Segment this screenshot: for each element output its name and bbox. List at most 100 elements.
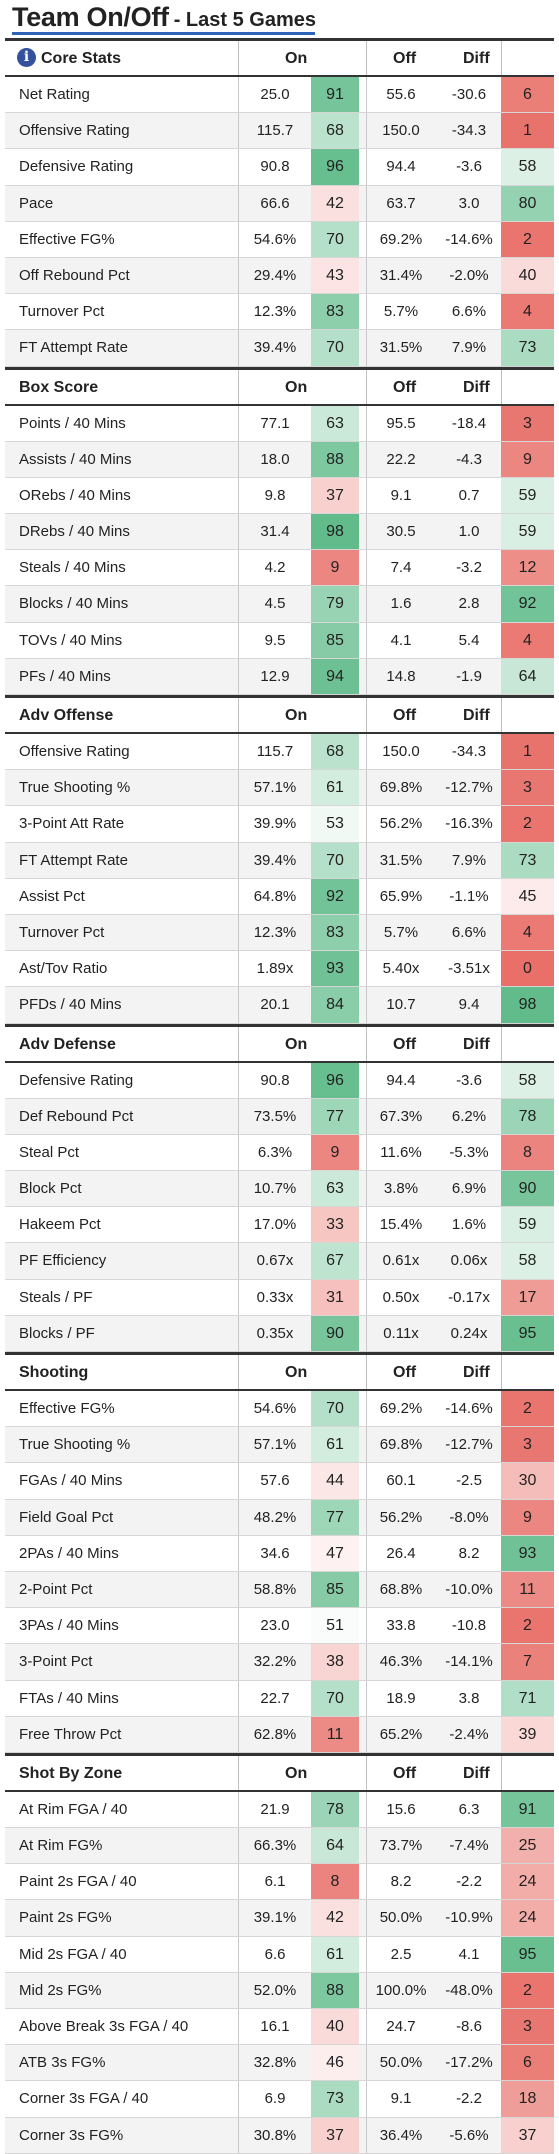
on-value: 57.1% <box>253 779 297 797</box>
off-value: 100.0% <box>375 1981 427 1999</box>
column-divider <box>366 1355 367 1389</box>
diff-value: -8.6 <box>456 2018 482 2035</box>
diff-percentile: 80 <box>501 185 554 221</box>
diff-percentile: 58 <box>501 1062 554 1098</box>
table-row: Steals / PF 0.33x 31 0.50x -0.17x 17 <box>5 1279 554 1316</box>
diff-value: -5.3% <box>449 1143 489 1161</box>
diff-percentile: 73 <box>501 330 554 366</box>
on-value: 90.8 <box>260 158 290 176</box>
column-divider <box>366 1644 367 1680</box>
off-value: 7.4 <box>390 559 412 577</box>
off-value: 11.6% <box>380 1143 422 1161</box>
info-icon[interactable]: i <box>17 48 36 67</box>
off-value: 150.0 <box>382 743 420 760</box>
on-value: 6.1 <box>264 1873 286 1891</box>
on-percentile: 90 <box>311 1315 359 1351</box>
column-divider <box>366 1026 367 1061</box>
diff-value: -3.6 <box>456 1071 482 1089</box>
off-value: 0.61x <box>382 1252 420 1270</box>
column-divider <box>238 698 239 732</box>
stat-label: Steal Pct <box>19 1143 80 1161</box>
on-value: 0.33x <box>256 1288 294 1306</box>
column-divider <box>501 369 502 404</box>
column-divider <box>366 1936 367 1972</box>
column-header-diff: Diff <box>463 378 490 396</box>
on-percentile: 92 <box>311 878 359 914</box>
column-header-off: Off <box>393 1364 417 1381</box>
diff-value: -5.6% <box>449 2126 489 2144</box>
on-percentile: 70 <box>311 1680 359 1716</box>
on-percentile: 38 <box>311 1644 359 1680</box>
diff-value: 6.2% <box>451 1107 487 1125</box>
off-value: 9.1 <box>390 2090 412 2108</box>
diff-value: 1.6% <box>451 1216 487 1234</box>
column-divider <box>238 1608 239 1644</box>
stat-label: 3-Point Pct <box>19 1653 93 1671</box>
on-value: 62.8% <box>253 1725 297 1743</box>
column-divider <box>501 698 502 732</box>
on-percentile: 70 <box>311 330 359 366</box>
table-row: 2-Point Pct 58.8% 85 68.8% -10.0% 11 <box>5 1571 554 1609</box>
section-title: Core Stats <box>41 50 122 67</box>
section-header: Adv Offense On Off Diff <box>5 698 554 734</box>
stat-label: Block Pct <box>19 1180 82 1198</box>
diff-percentile: 3 <box>501 1427 554 1463</box>
diff-value: -34.3 <box>451 122 487 140</box>
diff-percentile: 37 <box>501 2117 554 2153</box>
diff-value: -7.4% <box>449 1837 489 1855</box>
diff-percentile: 91 <box>501 1791 554 1828</box>
diff-percentile: 2 <box>501 1608 554 1644</box>
column-header-diff: Diff <box>463 707 490 724</box>
column-divider <box>366 1755 367 1790</box>
off-value: 65.2% <box>379 1725 423 1743</box>
off-value: 24.7 <box>386 2018 416 2035</box>
off-value: 68.8% <box>379 1580 423 1598</box>
column-divider <box>366 1463 367 1499</box>
column-divider <box>238 1936 239 1972</box>
on-value: 16.1 <box>260 2018 290 2035</box>
column-divider <box>366 1207 367 1243</box>
column-divider <box>501 41 502 75</box>
stat-label: Net Rating <box>19 86 90 103</box>
column-header-off: Off <box>393 378 417 396</box>
stat-label: Effective FG% <box>19 1400 115 1417</box>
column-divider <box>238 1499 239 1535</box>
column-divider <box>238 2117 239 2153</box>
column-divider <box>238 369 239 404</box>
column-divider <box>238 1062 239 1098</box>
diff-percentile: 9 <box>501 441 554 477</box>
column-divider <box>238 1315 239 1351</box>
off-value: 15.4% <box>379 1216 423 1234</box>
off-value: 73.7% <box>379 1837 423 1855</box>
on-value: 0.35x <box>256 1324 294 1342</box>
column-divider <box>366 1243 367 1279</box>
section-header: Shooting On Off Diff <box>5 1355 554 1391</box>
column-divider <box>366 1499 367 1535</box>
table-row: Defensive Rating 90.8 96 94.4 -3.6 58 <box>5 1062 554 1099</box>
diff-percentile: 73 <box>501 842 554 878</box>
on-percentile: 77 <box>311 1098 359 1134</box>
column-divider <box>366 77 367 113</box>
column-divider <box>238 1207 239 1243</box>
off-value: 50.0% <box>379 1909 423 1927</box>
on-percentile: 94 <box>311 658 359 694</box>
diff-percentile: 2 <box>501 221 554 257</box>
on-percentile: 73 <box>311 2081 359 2117</box>
off-value: 5.7% <box>383 303 419 321</box>
column-divider <box>238 1972 239 2008</box>
diff-value: -10.8 <box>451 1617 487 1635</box>
column-header-off: Off <box>393 1035 417 1053</box>
diff-value: -10.0% <box>445 1580 493 1598</box>
column-divider <box>238 41 239 75</box>
diff-percentile: 30 <box>501 1463 554 1499</box>
on-value: 9.8 <box>264 486 286 504</box>
column-divider <box>366 1391 367 1427</box>
column-divider <box>238 806 239 842</box>
diff-value: -12.7% <box>445 779 493 797</box>
diff-value: 0.06x <box>450 1252 488 1270</box>
column-divider <box>238 1900 239 1936</box>
column-header-on: On <box>285 707 308 724</box>
column-divider <box>238 405 239 441</box>
column-divider <box>366 1134 367 1171</box>
table-row: Assist Pct 64.8% 92 65.9% -1.1% 45 <box>5 878 554 915</box>
